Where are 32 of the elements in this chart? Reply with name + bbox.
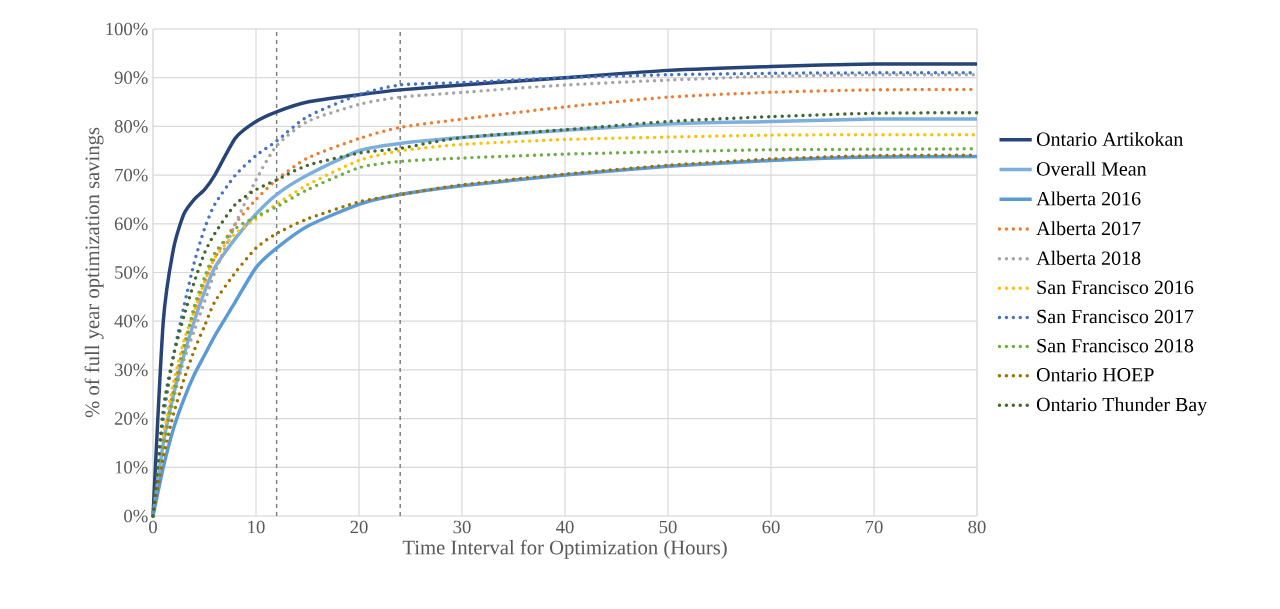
legend-label: Ontario Thunder Bay [1036, 397, 1208, 416]
y-tick-label: 50% [115, 266, 148, 279]
y-tick-label: 20% [114, 412, 148, 425]
x-tick-label: 40 [556, 520, 574, 534]
x-tick-label: 70 [865, 520, 883, 534]
y-tick-label: 100% [106, 22, 148, 36]
legend-label: Ontario Artikokan [1036, 131, 1184, 146]
x-axis-title: Time Interval for Optimization (Hours) [402, 539, 727, 559]
y-tick-label: 70% [115, 168, 148, 182]
legend-label: Overall Mean [1036, 161, 1147, 176]
y-tick-label: 30% [114, 363, 148, 377]
legend-label: Alberta 2018 [1036, 250, 1141, 265]
y-tick-label: 90% [114, 71, 148, 85]
y-tick-label: 80% [114, 120, 148, 133]
y-axis-title: % of full year optimization savings [84, 127, 104, 418]
legend-label: Ontario HOEP [1036, 368, 1154, 382]
y-tick-label: 40% [114, 314, 148, 328]
legend-label: Alberta 2016 [1036, 191, 1141, 206]
y-tick-label: 10% [115, 460, 148, 474]
y-tick-label: 60% [114, 217, 148, 231]
legend-label: San Francisco 2018 [1037, 338, 1194, 353]
x-tick-label: 30 [453, 520, 471, 534]
legend-label: San Francisco 2016 [1037, 280, 1194, 295]
x-tick-label: 50 [659, 520, 677, 534]
x-tick-label: 0 [149, 520, 157, 534]
legend-label: San Francisco 2017 [1037, 309, 1194, 324]
x-tick-label: 10 [248, 520, 265, 534]
x-tick-label: 60 [762, 520, 780, 534]
x-tick-label: 80 [968, 520, 986, 534]
legend-label: Alberta 2017 [1036, 221, 1141, 236]
y-tick-label: 0% [124, 509, 148, 523]
x-tick-label: 20 [350, 520, 368, 534]
